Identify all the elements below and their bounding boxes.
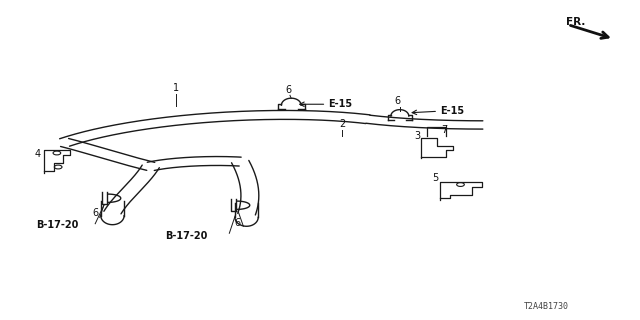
Text: 6: 6	[285, 85, 291, 95]
Text: E-15: E-15	[328, 99, 353, 109]
Text: 6: 6	[234, 218, 240, 228]
Text: 7: 7	[442, 124, 447, 134]
Text: E-15: E-15	[440, 106, 464, 116]
Text: 6: 6	[395, 96, 401, 107]
Text: FR.: FR.	[566, 17, 585, 28]
Text: B-17-20: B-17-20	[36, 220, 78, 230]
Text: B-17-20: B-17-20	[166, 231, 208, 241]
Text: 3: 3	[414, 131, 420, 141]
Text: 2: 2	[339, 119, 346, 129]
Text: 1: 1	[173, 83, 179, 93]
Text: 5: 5	[432, 173, 438, 183]
Text: 4: 4	[35, 149, 41, 159]
Text: T2A4B1730: T2A4B1730	[524, 302, 569, 311]
Text: 6: 6	[92, 208, 99, 218]
